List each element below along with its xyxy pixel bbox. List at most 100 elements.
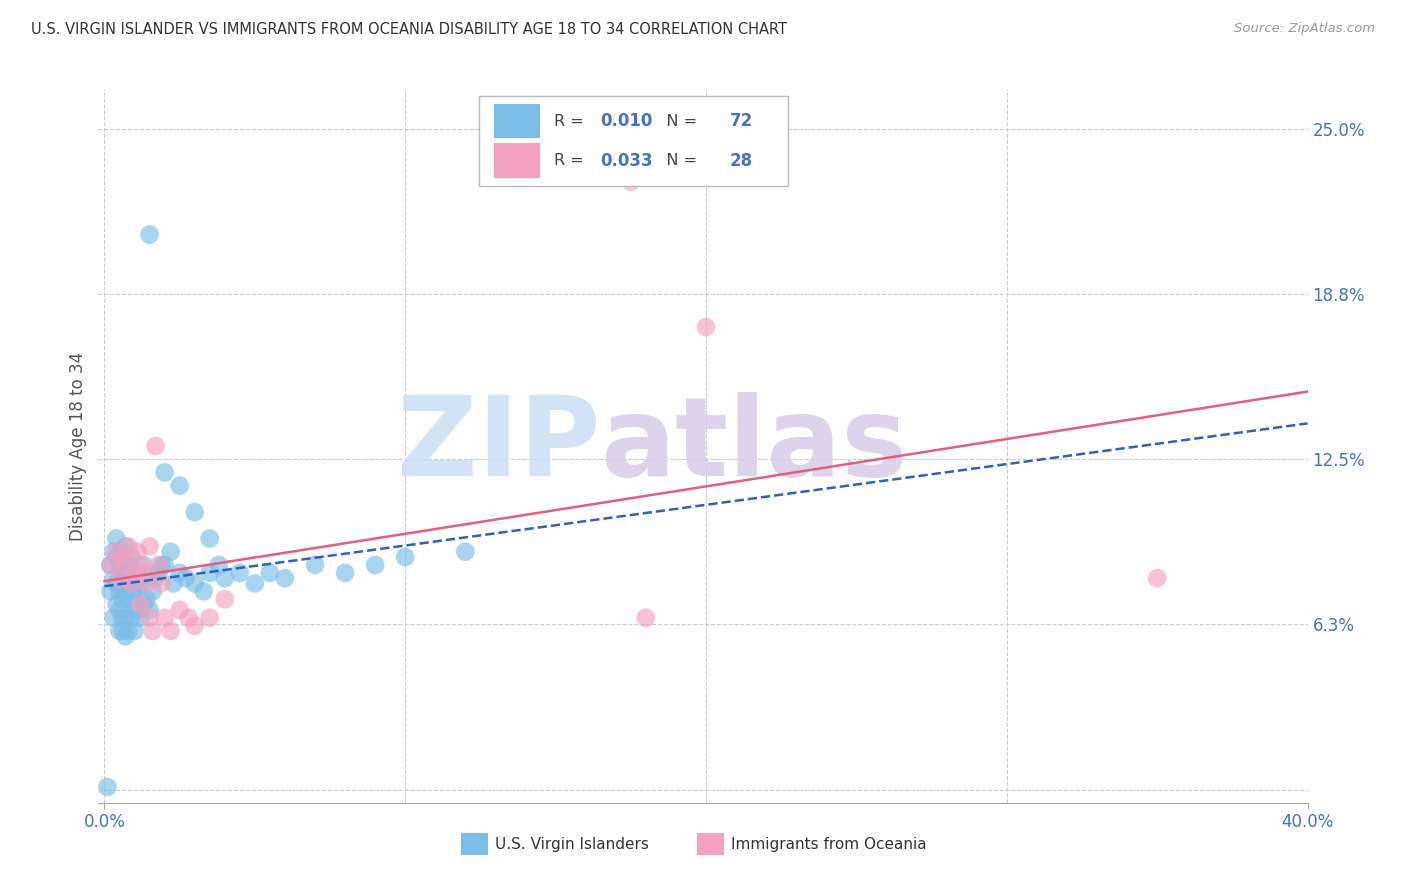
Point xyxy=(150,576,173,591)
Point xyxy=(259,566,281,580)
Point xyxy=(145,439,167,453)
Point xyxy=(105,532,128,546)
Point xyxy=(132,558,155,572)
Point xyxy=(214,571,236,585)
FancyBboxPatch shape xyxy=(494,144,540,178)
Point xyxy=(124,566,146,580)
Point xyxy=(129,571,152,585)
Point xyxy=(129,576,152,591)
Point xyxy=(193,584,215,599)
Point xyxy=(100,584,122,599)
Point xyxy=(1146,571,1168,585)
Text: 72: 72 xyxy=(730,112,752,130)
Point xyxy=(111,624,134,638)
Point xyxy=(114,611,136,625)
Text: 0.010: 0.010 xyxy=(600,112,652,130)
Point xyxy=(454,545,477,559)
Point xyxy=(243,576,266,591)
Point xyxy=(162,576,184,591)
Point xyxy=(108,603,131,617)
Point xyxy=(111,592,134,607)
Point xyxy=(159,624,181,638)
Point xyxy=(127,571,149,585)
Text: ZIP: ZIP xyxy=(396,392,600,500)
Point xyxy=(103,571,125,585)
Point xyxy=(96,780,118,794)
Point xyxy=(198,566,221,580)
Point xyxy=(111,549,134,564)
Point xyxy=(142,624,165,638)
Point xyxy=(148,566,170,580)
Point xyxy=(117,566,139,580)
Point xyxy=(174,571,197,585)
Point xyxy=(117,624,139,638)
Point xyxy=(150,558,173,572)
Point xyxy=(183,576,205,591)
Point xyxy=(634,611,657,625)
Point xyxy=(153,466,176,480)
FancyBboxPatch shape xyxy=(697,833,724,855)
Point xyxy=(129,598,152,612)
Point xyxy=(333,566,356,580)
Point xyxy=(274,571,297,585)
Point xyxy=(105,545,128,559)
Point xyxy=(111,545,134,559)
Point xyxy=(121,549,143,564)
Point xyxy=(111,571,134,585)
Point xyxy=(105,576,128,591)
Point xyxy=(105,598,128,612)
Point xyxy=(183,618,205,632)
Point xyxy=(132,598,155,612)
Point xyxy=(114,629,136,643)
Point xyxy=(177,611,200,625)
Point xyxy=(214,592,236,607)
Text: Source: ZipAtlas.com: Source: ZipAtlas.com xyxy=(1234,22,1375,36)
Text: N =: N = xyxy=(651,114,702,128)
Text: atlas: atlas xyxy=(600,392,908,500)
Point xyxy=(304,558,326,572)
Point xyxy=(124,598,146,612)
Point xyxy=(103,611,125,625)
Point xyxy=(364,558,387,572)
Point xyxy=(114,566,136,580)
Text: R =: R = xyxy=(554,114,589,128)
Text: 28: 28 xyxy=(730,152,752,169)
Point xyxy=(169,478,191,492)
FancyBboxPatch shape xyxy=(479,96,787,186)
Point xyxy=(108,584,131,599)
Point xyxy=(103,545,125,559)
Point xyxy=(695,320,717,334)
Point xyxy=(138,540,160,554)
Point xyxy=(153,558,176,572)
Point xyxy=(121,584,143,599)
Point xyxy=(208,558,231,572)
Point xyxy=(108,558,131,572)
FancyBboxPatch shape xyxy=(461,833,488,855)
Point xyxy=(117,592,139,607)
Point xyxy=(124,584,146,599)
Point xyxy=(114,558,136,572)
Text: R =: R = xyxy=(554,153,589,168)
Text: U.S. VIRGIN ISLANDER VS IMMIGRANTS FROM OCEANIA DISABILITY AGE 18 TO 34 CORRELAT: U.S. VIRGIN ISLANDER VS IMMIGRANTS FROM … xyxy=(31,22,787,37)
Point xyxy=(138,603,160,617)
Point xyxy=(159,545,181,559)
Point xyxy=(117,540,139,554)
Point xyxy=(121,611,143,625)
Point xyxy=(121,576,143,591)
Text: N =: N = xyxy=(651,153,702,168)
FancyBboxPatch shape xyxy=(494,104,540,138)
Point xyxy=(198,532,221,546)
Point xyxy=(138,227,160,242)
Point xyxy=(100,558,122,572)
Point xyxy=(114,584,136,599)
Point xyxy=(108,624,131,638)
Point xyxy=(117,558,139,572)
Text: U.S. Virgin Islanders: U.S. Virgin Islanders xyxy=(495,837,650,852)
Point xyxy=(129,611,152,625)
Point xyxy=(142,584,165,599)
Point xyxy=(394,549,416,564)
Point xyxy=(135,592,157,607)
Point xyxy=(124,566,146,580)
Point xyxy=(153,611,176,625)
Text: 0.033: 0.033 xyxy=(600,152,652,169)
